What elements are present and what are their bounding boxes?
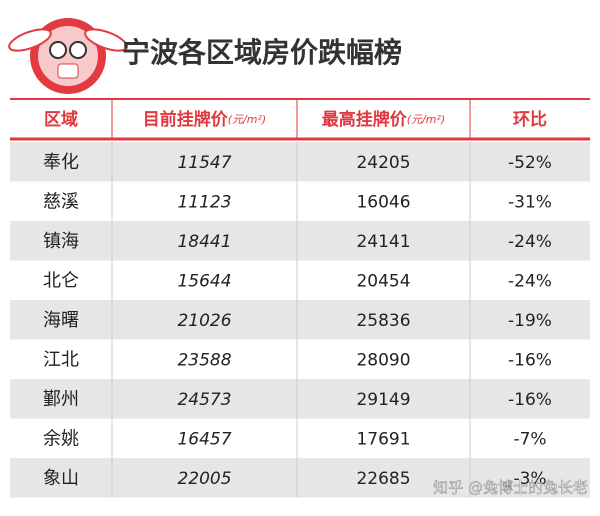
cell: 余姚: [43, 428, 79, 449]
column-label: 最高挂牌价: [322, 109, 408, 130]
cell: 北仑: [43, 270, 79, 291]
cell: -19%: [508, 311, 552, 331]
column-unit: (元/m²): [228, 113, 266, 126]
cell: 18441: [177, 232, 231, 252]
column-label: 环比: [513, 109, 547, 130]
column-header: 环比: [513, 109, 547, 130]
cell: 22005: [177, 469, 231, 489]
cell: 16457: [177, 429, 231, 449]
watermark: 知乎 @兔博士的兔长老: [433, 479, 588, 497]
row-background: [10, 379, 590, 419]
cell: 鄞州: [43, 389, 79, 410]
logo: [8, 18, 128, 94]
column-label: 区域: [44, 109, 78, 130]
cell: 象山: [43, 468, 79, 489]
row-background: [10, 260, 590, 300]
column-unit: (元/m²): [407, 113, 445, 126]
row-background: [10, 339, 590, 379]
cell: 江北: [43, 349, 79, 370]
row-background: [10, 458, 590, 498]
column-label: 目前挂牌价: [143, 109, 229, 130]
row-background: [10, 181, 590, 221]
row-background: [10, 221, 590, 261]
row-background: [10, 418, 590, 458]
cell: 海曙: [43, 310, 79, 331]
column-header: 区域: [44, 109, 78, 130]
cell: -3%: [513, 469, 546, 489]
cell: 镇海: [43, 231, 79, 252]
column-header: 目前挂牌价(元/m²): [143, 109, 266, 130]
cell: 24205: [356, 153, 410, 173]
cell: 17691: [356, 429, 410, 449]
row-background: [10, 142, 590, 182]
cell: 11123: [177, 192, 231, 212]
cell: 25836: [356, 311, 410, 331]
cell: 11547: [177, 153, 231, 173]
cell: -31%: [508, 192, 552, 212]
cell: 21026: [177, 311, 231, 331]
cell: 奉化: [43, 152, 79, 173]
cell: 29149: [356, 390, 410, 410]
row-background: [10, 300, 590, 340]
cell: -16%: [508, 390, 552, 410]
cell: 24141: [356, 232, 410, 252]
cell: 16046: [356, 192, 410, 212]
cell: -24%: [508, 271, 552, 291]
cell: 23588: [177, 350, 231, 370]
cell: 慈溪: [43, 191, 79, 212]
cell: -7%: [513, 429, 546, 449]
column-header: 最高挂牌价(元/m²): [322, 109, 445, 130]
cell: 24573: [177, 390, 231, 410]
cell: 22685: [356, 469, 410, 489]
cell: 20454: [356, 271, 410, 291]
cell: -16%: [508, 350, 552, 370]
cell: 15644: [177, 271, 231, 291]
cell: 28090: [356, 350, 410, 370]
cell: -24%: [508, 232, 552, 252]
title: 宁波各区域房价跌幅榜: [122, 36, 402, 69]
cell: -52%: [508, 153, 552, 173]
